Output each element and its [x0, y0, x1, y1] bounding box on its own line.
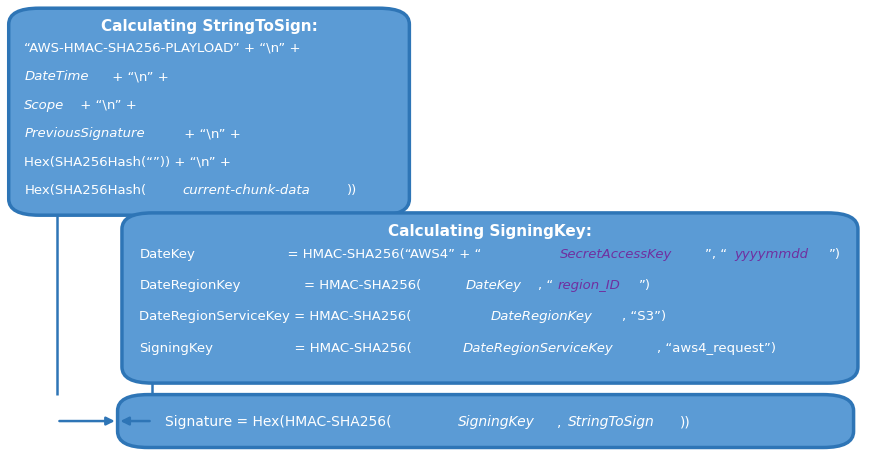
- Text: , “aws4_request”): , “aws4_request”): [658, 341, 776, 354]
- Text: Scope: Scope: [24, 99, 64, 112]
- Text: = HMAC-SHA256(: = HMAC-SHA256(: [235, 341, 412, 354]
- FancyBboxPatch shape: [122, 213, 858, 383]
- Text: )): )): [680, 414, 691, 428]
- Text: Calculating SigningKey:: Calculating SigningKey:: [388, 224, 592, 238]
- Text: Signature = Hex(HMAC-SHA256(: Signature = Hex(HMAC-SHA256(: [165, 414, 392, 428]
- Text: DateKey: DateKey: [465, 279, 522, 291]
- Text: + “\n” +: + “\n” +: [77, 99, 137, 112]
- FancyBboxPatch shape: [118, 395, 854, 448]
- Text: , “: , “: [537, 279, 553, 291]
- Text: DateRegionKey: DateRegionKey: [491, 310, 592, 323]
- Text: Hex(SHA256Hash(“”)) + “\n” +: Hex(SHA256Hash(“”)) + “\n” +: [24, 156, 232, 168]
- Text: SigningKey: SigningKey: [458, 414, 535, 428]
- Text: ”, “: ”, “: [706, 247, 727, 260]
- Text: PreviousSignature: PreviousSignature: [24, 127, 145, 140]
- Text: SigningKey: SigningKey: [139, 341, 213, 354]
- Text: DateKey: DateKey: [139, 247, 195, 260]
- Text: , “S3”): , “S3”): [622, 310, 666, 323]
- Text: SecretAccessKey: SecretAccessKey: [560, 247, 672, 260]
- Text: “AWS-HMAC-SHA256-PLAYLOAD” + “\n” +: “AWS-HMAC-SHA256-PLAYLOAD” + “\n” +: [24, 42, 300, 55]
- Text: StringToSign: StringToSign: [569, 414, 655, 428]
- Text: Calculating StringToSign:: Calculating StringToSign:: [101, 19, 317, 34]
- Text: yyyymmdd: yyyymmdd: [734, 247, 808, 260]
- Text: + “\n” +: + “\n” +: [180, 127, 240, 140]
- Text: DateRegionServiceKey: DateRegionServiceKey: [463, 341, 614, 354]
- Text: = HMAC-SHA256(: = HMAC-SHA256(: [270, 279, 422, 291]
- Text: ”): ”): [638, 279, 651, 291]
- Text: DateRegionServiceKey = HMAC-SHA256(: DateRegionServiceKey = HMAC-SHA256(: [139, 310, 412, 323]
- Text: current-chunk-data: current-chunk-data: [182, 184, 310, 197]
- Text: region_ID: region_ID: [557, 279, 620, 291]
- FancyBboxPatch shape: [9, 9, 409, 216]
- Text: ,: ,: [557, 414, 566, 428]
- Text: = HMAC-SHA256(“AWS4” + “: = HMAC-SHA256(“AWS4” + “: [212, 247, 482, 260]
- Text: )): )): [347, 184, 357, 197]
- Text: DateRegionKey: DateRegionKey: [139, 279, 241, 291]
- Text: Hex(SHA256Hash(: Hex(SHA256Hash(: [24, 184, 146, 197]
- Text: ”): ”): [829, 247, 841, 260]
- Text: DateTime: DateTime: [24, 70, 89, 83]
- Text: + “\n” +: + “\n” +: [108, 70, 168, 83]
